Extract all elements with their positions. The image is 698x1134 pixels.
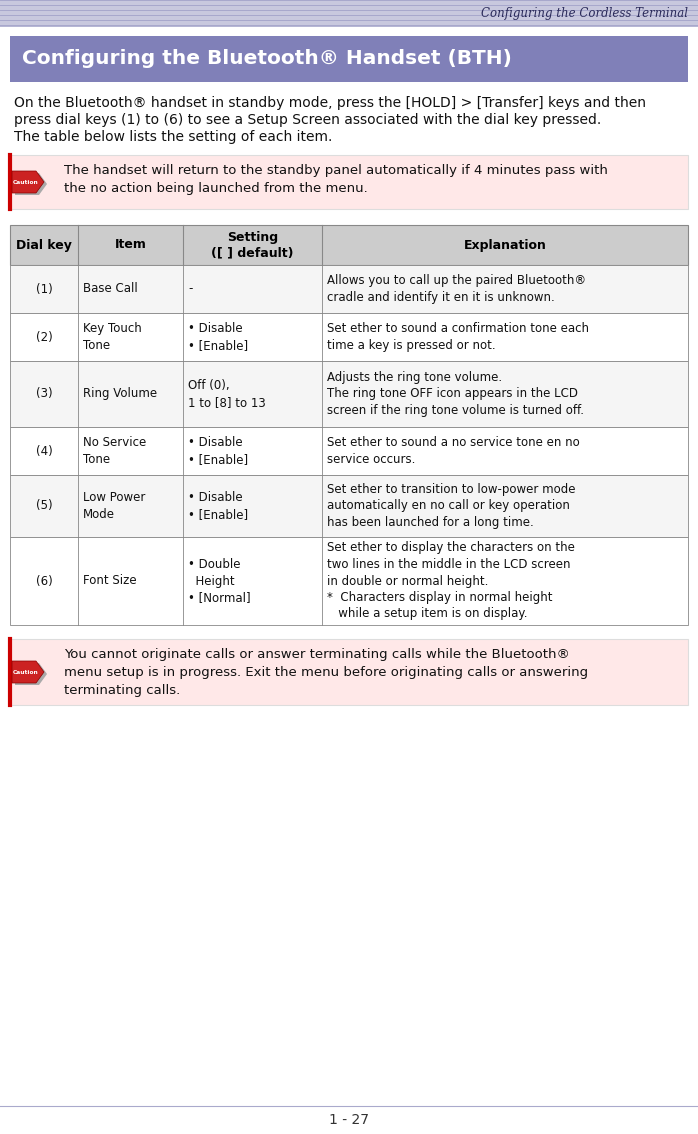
Text: • Disable
• [Enable]: • Disable • [Enable] (188, 437, 248, 466)
Text: Adjusts the ring tone volume.
The ring tone OFF icon appears in the LCD
screen i: Adjusts the ring tone volume. The ring t… (327, 371, 584, 417)
Bar (10, 36, 688, 82)
Text: No Service
Tone: No Service Tone (83, 437, 146, 466)
Text: Set ether to transition to low-power mode
automatically en no call or key operat: Set ether to transition to low-power mod… (327, 483, 575, 528)
Text: Item: Item (114, 238, 147, 252)
Text: Font Size: Font Size (83, 575, 136, 587)
Polygon shape (15, 663, 47, 685)
Text: press dial keys (1) to (6) to see a Setup Screen associated with the dial key pr: press dial keys (1) to (6) to see a Setu… (14, 113, 601, 127)
Text: -: - (188, 282, 192, 296)
Text: Allows you to call up the paired Bluetooth®
cradle and identify it en it is unkn: Allows you to call up the paired Bluetoo… (327, 274, 586, 304)
Polygon shape (12, 171, 44, 193)
Text: Set ether to sound a no service tone en no
service occurs.: Set ether to sound a no service tone en … (327, 437, 579, 466)
Text: You cannot originate calls or answer terminating calls while the Bluetooth®
menu: You cannot originate calls or answer ter… (64, 648, 588, 697)
Text: Set ether to display the characters on the
two lines in the middle in the LCD sc: Set ether to display the characters on t… (327, 542, 574, 620)
Text: Low Power
Mode: Low Power Mode (83, 491, 145, 521)
Text: (1): (1) (36, 282, 52, 296)
Text: The handset will return to the standby panel automatically if 4 minutes pass wit: The handset will return to the standby p… (64, 164, 608, 195)
Bar (10, 361, 688, 428)
Text: Configuring the Bluetooth® Handset (BTH): Configuring the Bluetooth® Handset (BTH) (22, 50, 512, 68)
Text: • Disable
• [Enable]: • Disable • [Enable] (188, 322, 248, 352)
Text: 1 - 27: 1 - 27 (329, 1112, 369, 1127)
Text: Off (0),
1 to [8] to 13: Off (0), 1 to [8] to 13 (188, 379, 266, 408)
Text: Base Call: Base Call (83, 282, 138, 296)
Text: The table below lists the setting of each item.: The table below lists the setting of eac… (14, 130, 332, 144)
Text: On the Bluetooth® handset in standby mode, press the [HOLD] > [Transfer] keys an: On the Bluetooth® handset in standby mod… (14, 96, 646, 110)
Bar (10, 155, 688, 209)
Bar (0, 0, 698, 26)
Text: Explanation: Explanation (463, 238, 547, 252)
Text: (2): (2) (36, 330, 52, 344)
Text: Key Touch
Tone: Key Touch Tone (83, 322, 142, 352)
Text: Ring Volume: Ring Volume (83, 388, 157, 400)
Text: Caution: Caution (13, 669, 39, 675)
Bar (10, 428, 688, 475)
Text: (5): (5) (36, 499, 52, 513)
Bar (10, 475, 688, 538)
Text: • Disable
• [Enable]: • Disable • [Enable] (188, 491, 248, 521)
Text: (4): (4) (36, 445, 52, 457)
Bar (10, 313, 688, 361)
Text: Setting
([ ] default): Setting ([ ] default) (211, 230, 294, 260)
Text: • Double
  Height
• [Normal]: • Double Height • [Normal] (188, 558, 251, 604)
Bar (10, 225, 688, 265)
Bar (10, 538, 688, 625)
Text: Set ether to sound a confirmation tone each
time a key is pressed or not.: Set ether to sound a confirmation tone e… (327, 322, 589, 352)
Text: (3): (3) (36, 388, 52, 400)
Polygon shape (12, 661, 44, 683)
Text: (6): (6) (36, 575, 52, 587)
Text: Configuring the Cordless Terminal: Configuring the Cordless Terminal (481, 7, 688, 20)
Text: Dial key: Dial key (16, 238, 72, 252)
Polygon shape (15, 174, 47, 195)
Text: Caution: Caution (13, 179, 39, 185)
Bar (10, 265, 688, 313)
Bar (10, 638, 688, 705)
